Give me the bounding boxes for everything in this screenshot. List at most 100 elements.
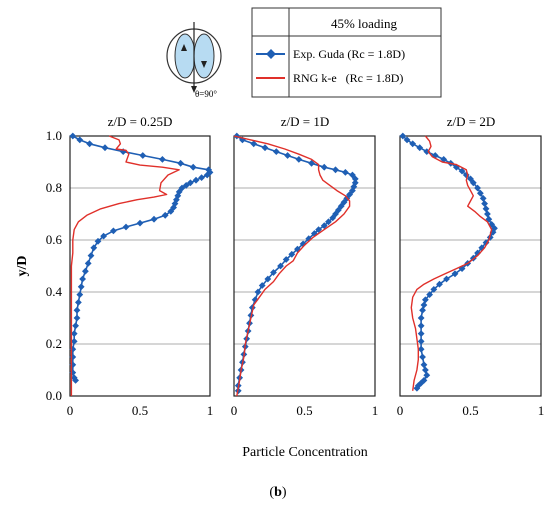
- data-point: [272, 148, 280, 155]
- data-point: [187, 179, 194, 187]
- data-point: [308, 159, 315, 167]
- data-point: [451, 270, 459, 278]
- data-point: [403, 136, 411, 144]
- data-point: [77, 283, 85, 291]
- vortex-right: [193, 33, 215, 79]
- panel-3: 0 0.5 1: [397, 132, 545, 418]
- data-point: [264, 275, 272, 283]
- data-point: [419, 353, 426, 361]
- data-point: [76, 291, 84, 298]
- data-point: [430, 286, 438, 293]
- data-point: [122, 223, 130, 231]
- angle-label: θ=90°: [195, 89, 217, 99]
- data-point: [261, 144, 269, 152]
- data-point: [295, 156, 303, 163]
- panel-2: 0 0.5 1: [231, 132, 379, 418]
- data-point: [73, 314, 81, 322]
- data-point: [315, 226, 322, 233]
- data-point: [351, 175, 359, 183]
- data-point: [409, 140, 417, 148]
- data-point: [84, 260, 92, 267]
- plot-frame: [69, 135, 211, 397]
- y-tick-label: 0.2: [46, 336, 62, 351]
- figure-caption: (b): [269, 485, 286, 500]
- down-arrow-icon: [191, 86, 197, 93]
- caption-letter: b: [274, 485, 282, 500]
- data-point: [481, 200, 488, 207]
- flow-arrow-icon: [201, 61, 207, 68]
- data-point: [72, 377, 79, 384]
- data-point: [167, 208, 175, 215]
- data-point: [421, 366, 429, 374]
- data-point: [139, 152, 147, 159]
- panel-title-2: z/D = 1D: [281, 114, 330, 129]
- data-point: [79, 275, 86, 283]
- vortex-left: [174, 33, 196, 79]
- series-line-rng: [410, 135, 493, 391]
- data-point: [198, 174, 205, 181]
- data-point: [250, 140, 258, 148]
- data-point: [94, 237, 102, 245]
- data-point: [75, 299, 82, 306]
- series-line-rng: [233, 135, 351, 397]
- legend-header: 45% loading: [331, 16, 398, 31]
- x-tick-label: 0.5: [462, 403, 478, 418]
- data-point: [479, 195, 487, 202]
- data-point: [419, 306, 426, 314]
- data-point: [426, 291, 434, 298]
- x-tick-label: 1: [372, 403, 379, 418]
- panel-title-3: z/D = 2D: [447, 114, 496, 129]
- x-tick-label: 1: [538, 403, 545, 418]
- data-point: [150, 215, 158, 223]
- x-tick-label: 1: [207, 403, 214, 418]
- data-point: [203, 171, 211, 179]
- legend-label-exp: Exp. Guda (Rc = 1.8D): [293, 47, 405, 61]
- y-tick-label: 0.0: [46, 388, 62, 403]
- data-point: [277, 262, 284, 270]
- legend-box: [251, 7, 442, 98]
- data-point: [420, 361, 428, 369]
- data-point: [469, 179, 477, 187]
- data-point: [161, 211, 169, 219]
- data-point: [484, 210, 491, 218]
- data-point: [482, 205, 490, 213]
- legend: 45% loading Exp. Guda (Rc = 1.8D) RNG k-…: [251, 7, 442, 98]
- data-point: [341, 169, 349, 176]
- y-tick-label: 0.6: [46, 232, 63, 247]
- data-point: [417, 338, 425, 345]
- data-point: [182, 182, 190, 189]
- panel-title-1: z/D = 0.25D: [108, 114, 173, 129]
- data-point: [86, 140, 93, 148]
- data-point: [417, 314, 425, 322]
- y-axis-label: y/D: [15, 256, 30, 277]
- data-point: [136, 219, 144, 227]
- x-tick-label: 0: [231, 403, 238, 418]
- data-point: [320, 222, 328, 230]
- data-point: [284, 152, 291, 159]
- pipe-schematic: θ=90°: [166, 22, 222, 99]
- data-point: [436, 280, 443, 288]
- x-axis-label: Particle Concentration: [242, 445, 368, 460]
- data-point: [101, 144, 109, 152]
- data-point: [420, 301, 428, 309]
- x-tick-label: 0: [67, 403, 74, 418]
- data-point: [474, 184, 481, 192]
- data-point: [417, 330, 425, 337]
- data-point: [100, 232, 107, 240]
- data-point: [458, 167, 466, 175]
- caption-open: (: [269, 485, 274, 500]
- flow-arrow-icon: [181, 44, 187, 51]
- y-tick-label: 1.0: [46, 128, 62, 143]
- panel-1: 0 0.5 1 0.0 0.2 0.4 0.6 0.8 1.0: [46, 128, 214, 418]
- x-tick-label: 0.5: [296, 403, 312, 418]
- data-point: [72, 322, 79, 330]
- data-point: [320, 163, 328, 171]
- data-point: [325, 218, 332, 226]
- plot-frame: [399, 135, 542, 397]
- data-point: [254, 288, 262, 296]
- data-point: [399, 132, 407, 140]
- data-point: [416, 144, 424, 152]
- data-point: [82, 267, 89, 275]
- caption-close: ): [282, 485, 287, 500]
